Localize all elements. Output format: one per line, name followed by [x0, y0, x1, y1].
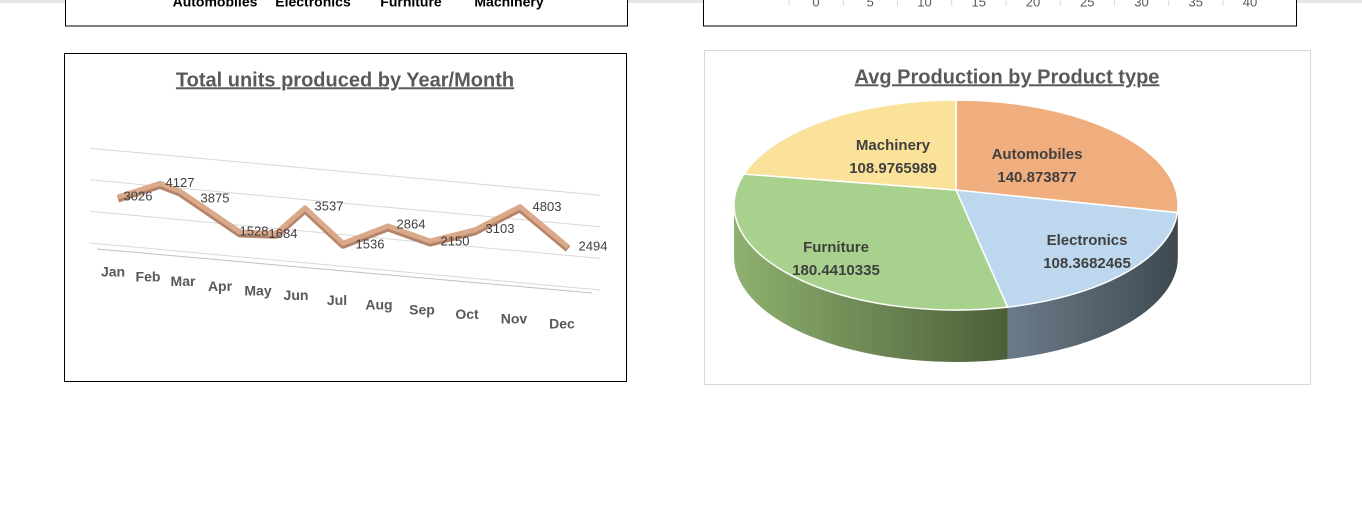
data-label: 3026: [124, 188, 153, 203]
label-name: Furniture: [803, 239, 869, 256]
pie-side: [1177, 205, 1178, 265]
grid-line: [89, 242, 601, 291]
label-value: 140.873877: [997, 169, 1076, 186]
x-tick-label: Feb: [136, 268, 161, 284]
data-label: 4803: [533, 199, 562, 214]
label-value: 108.3682465: [1043, 255, 1131, 272]
pie-slice: [955, 99, 1179, 214]
x-tick-label: Jun: [284, 287, 309, 303]
x-tick-label: Aug: [365, 297, 392, 313]
data-label: 1684: [269, 226, 298, 241]
x-tick-label: Furniture: [380, 0, 442, 10]
x-tick-label: Machinery: [474, 0, 543, 10]
panel: [65, 0, 628, 27]
x-tick-label: 40: [1243, 0, 1257, 9]
x-tick-label: Nov: [501, 311, 528, 327]
data-label: 2494: [579, 238, 608, 253]
axis: [96, 248, 593, 294]
label-name: Machinery: [856, 137, 931, 154]
x-tick-label: Automobiles: [173, 0, 258, 10]
label-name: Automobiles: [992, 146, 1083, 163]
label-name: Electronics: [1047, 232, 1128, 249]
x-tick-label: Sep: [409, 301, 435, 317]
x-tick-label: Dec: [549, 315, 575, 331]
pie-side: [734, 205, 1008, 362]
x-tick-label: Oct: [455, 306, 479, 322]
x-tick-label: 5: [867, 0, 874, 9]
x-tick-label: Mar: [171, 273, 196, 289]
pie-slice: [954, 189, 1179, 308]
line: [117, 180, 570, 249]
grid-line: [89, 210, 601, 259]
data-label: 3875: [201, 191, 230, 206]
x-tick-label: 35: [1189, 0, 1203, 9]
pie-side: [1007, 212, 1178, 360]
panel: [64, 53, 627, 382]
chart-title: Avg Production by Product type: [855, 66, 1160, 88]
ruler: [0, 0, 1362, 3]
data-label: 2150: [441, 234, 470, 249]
pie-slice: [733, 173, 1009, 311]
x-tick-label: 30: [1134, 0, 1148, 9]
x-tick-label: Jan: [101, 264, 125, 280]
x-tick-label: 15: [972, 0, 986, 9]
chart-title: Total units produced by Year/Month: [176, 69, 514, 91]
data-label: Furniture 180.4410335: [792, 239, 880, 279]
data-label: 1536: [356, 237, 385, 252]
x-tick-label: Electronics: [275, 0, 351, 10]
data-label: Electronics 108.3682465: [1043, 232, 1131, 272]
data-label: 4127: [166, 175, 195, 190]
x-tick-label: May: [244, 283, 271, 299]
data-label: 3537: [315, 198, 344, 213]
data-label: 3103: [486, 221, 515, 236]
panel: [703, 0, 1297, 27]
x-tick-label: Jul: [327, 292, 347, 308]
pie-slice: [742, 99, 957, 191]
data-label: Machinery 108.9765989: [849, 137, 937, 177]
x-tick-label: Apr: [208, 278, 233, 294]
x-tick-label: 20: [1026, 0, 1040, 9]
label-value: 180.4410335: [792, 262, 880, 279]
x-tick-label: 10: [917, 0, 931, 9]
label-value: 108.9765989: [849, 160, 937, 177]
x-tick-label: 25: [1080, 0, 1094, 9]
data-label: 2864: [397, 216, 426, 231]
grid-line: [89, 147, 601, 196]
data-label: Automobiles 140.873877: [992, 146, 1083, 186]
data-label: 1528: [240, 223, 269, 238]
x-tick-label: 0: [812, 0, 819, 9]
